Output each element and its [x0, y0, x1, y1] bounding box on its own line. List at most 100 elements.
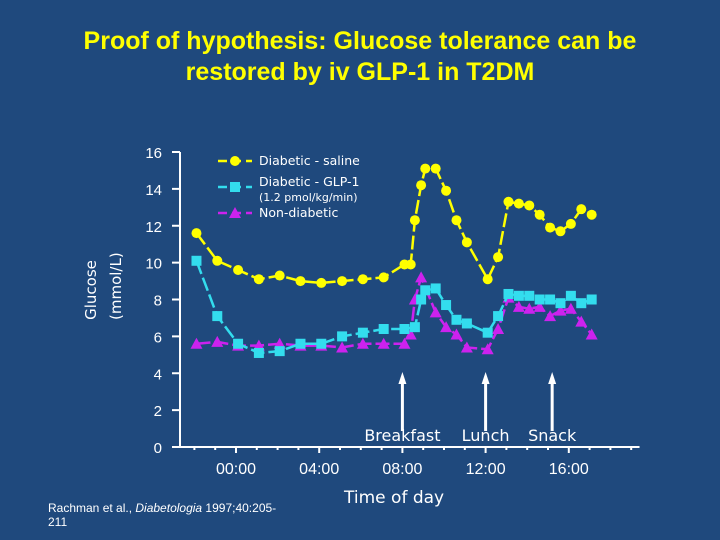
x-tick-label: 12:00 — [466, 461, 506, 478]
legend-sublabel: (1.2 pmol/kg/min) — [259, 191, 358, 204]
data-point-circle — [503, 196, 514, 207]
data-point-circle — [316, 277, 327, 288]
data-point-triangle — [533, 300, 546, 312]
data-point-triangle — [404, 328, 417, 340]
data-point-triangle — [252, 339, 265, 351]
data-point-circle — [430, 163, 441, 174]
series-line — [195, 260, 593, 355]
data-point-circle — [337, 276, 348, 287]
x-tick-label: 04:00 — [299, 461, 339, 478]
data-point-square — [441, 300, 452, 311]
data-point-triangle — [575, 315, 588, 327]
slide-title-line-2: restored by iv GLP-1 in T2DM — [185, 58, 535, 86]
data-point-square — [586, 294, 597, 305]
data-point-circle — [565, 218, 576, 229]
y-tick-label: 4 — [154, 366, 162, 383]
data-point-triangle — [554, 304, 567, 316]
data-point-square — [399, 324, 410, 334]
data-point-square — [230, 182, 240, 192]
data-point-circle — [482, 274, 493, 285]
legend-label: Non-diabetic — [259, 205, 338, 220]
data-point-square — [253, 347, 264, 358]
data-point-triangle — [415, 271, 428, 283]
data-point-square — [576, 298, 587, 309]
data-point-triangle — [460, 341, 473, 353]
citation: Rachman et al., Diabetologia 1997;40:205… — [48, 501, 288, 529]
data-point-triangle — [377, 337, 390, 349]
x-tick-label: 16:00 — [549, 461, 589, 478]
data-point-circle — [212, 255, 223, 266]
data-point-square — [420, 285, 431, 296]
data-point-square — [191, 255, 202, 266]
data-point-square — [357, 327, 368, 338]
data-point-square — [409, 322, 420, 333]
data-point-square — [295, 338, 306, 349]
data-point-circle — [586, 209, 597, 220]
data-point-circle — [378, 272, 389, 283]
data-point-triangle — [492, 323, 505, 334]
data-point-circle — [555, 226, 566, 237]
data-point-triangle — [336, 341, 349, 353]
citation-authors: Rachman et al., — [48, 501, 136, 515]
data-point-circle — [295, 276, 306, 287]
data-point-square — [461, 318, 472, 329]
data-point-square — [337, 331, 348, 342]
data-point-triangle — [523, 302, 536, 314]
data-point-triangle — [273, 337, 286, 349]
data-point-circle — [191, 228, 202, 239]
data-point-circle — [274, 270, 285, 281]
legend-label: Diabetic - saline — [259, 153, 360, 168]
data-point-triangle — [356, 337, 369, 349]
data-point-circle — [534, 209, 545, 220]
data-point-triangle — [440, 321, 453, 333]
data-point-square — [513, 290, 524, 301]
data-point-circle — [253, 274, 264, 285]
x-axis-label: Time of day — [343, 488, 444, 508]
data-point-triangle — [429, 306, 442, 318]
meal-label: Snack — [528, 426, 577, 445]
data-point-circle — [405, 259, 416, 270]
y-tick-label: 0 — [154, 440, 162, 457]
y-tick-label: 8 — [154, 293, 162, 310]
data-point-square — [545, 294, 556, 305]
data-point-circle — [524, 200, 535, 211]
data-point-circle — [416, 180, 427, 191]
slide-title-line-1: Proof of hypothesis: Glucose tolerance c… — [83, 27, 637, 55]
x-tick-label: 08:00 — [382, 461, 422, 478]
data-point-triangle — [585, 328, 598, 340]
data-point-circle — [493, 252, 504, 263]
y-tick-label: 12 — [145, 219, 162, 236]
data-point-triangle — [450, 328, 463, 340]
data-point-circle — [461, 237, 472, 248]
data-point-triangle — [211, 335, 224, 347]
data-point-triangle — [398, 337, 411, 349]
data-point-circle — [409, 215, 420, 226]
data-point-square — [212, 311, 223, 322]
citation-journal: Diabetologia — [135, 501, 203, 515]
data-point-circle — [576, 204, 587, 215]
meal-arrow-head — [398, 372, 407, 384]
meal-arrow-head — [548, 372, 557, 384]
data-point-square — [274, 346, 285, 357]
data-point-circle — [441, 185, 452, 196]
data-point-square — [503, 288, 514, 299]
data-point-triangle — [512, 300, 525, 312]
series-line — [195, 167, 593, 285]
data-point-triangle — [544, 310, 557, 322]
data-point-triangle — [190, 337, 203, 349]
data-point-circle — [233, 265, 244, 275]
data-point-square — [316, 338, 327, 349]
data-point-circle — [545, 222, 556, 233]
data-point-square — [430, 283, 441, 294]
data-point-circle — [357, 274, 368, 285]
data-point-square — [416, 294, 427, 305]
data-point-square — [565, 290, 576, 301]
y-tick-label: 10 — [145, 256, 162, 273]
data-point-square — [493, 311, 504, 322]
data-point-circle — [420, 163, 431, 174]
data-point-square — [524, 290, 535, 301]
data-point-square — [555, 298, 566, 309]
data-point-triangle — [481, 343, 494, 355]
data-point-circle — [230, 156, 240, 166]
